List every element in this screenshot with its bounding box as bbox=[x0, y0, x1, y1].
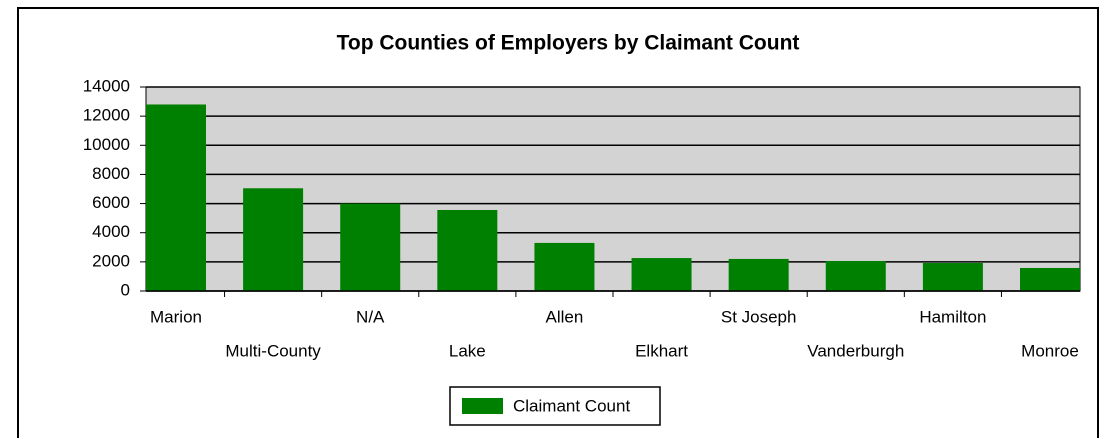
legend-label: Claimant Count bbox=[513, 396, 630, 415]
bar bbox=[534, 242, 595, 291]
bar bbox=[146, 104, 206, 291]
bar bbox=[728, 258, 789, 291]
x-tick-label: N/A bbox=[356, 307, 385, 326]
bar bbox=[631, 258, 692, 291]
bar bbox=[922, 263, 983, 291]
y-tick-label: 6000 bbox=[92, 193, 130, 212]
bar bbox=[340, 203, 401, 291]
bar bbox=[437, 209, 498, 291]
x-tick-label: Elkhart bbox=[635, 341, 688, 360]
legend-swatch bbox=[462, 398, 503, 414]
x-tick-label: Multi-County bbox=[225, 341, 321, 360]
bar bbox=[825, 260, 886, 291]
y-tick-label: 8000 bbox=[92, 164, 130, 183]
x-tick-label: Hamilton bbox=[919, 307, 986, 326]
bar bbox=[1020, 267, 1080, 291]
x-tick-label: St Joseph bbox=[721, 307, 797, 326]
y-tick-label: 10000 bbox=[83, 135, 130, 154]
y-tick-label: 12000 bbox=[83, 106, 130, 125]
x-tick-label: Monroe bbox=[1021, 341, 1079, 360]
y-tick-label: 2000 bbox=[92, 251, 130, 270]
x-tick-label: Marion bbox=[150, 307, 202, 326]
bar bbox=[243, 188, 304, 291]
chart-title: Top Counties of Employers by Claimant Co… bbox=[337, 32, 800, 55]
frame bbox=[17, 7, 1099, 438]
x-tick-label: Allen bbox=[546, 307, 584, 326]
y-tick-label: 14000 bbox=[83, 76, 130, 95]
x-tick-label: Lake bbox=[449, 341, 486, 360]
y-tick-label: 4000 bbox=[92, 222, 130, 241]
x-tick-label: Vanderburgh bbox=[807, 341, 904, 360]
y-tick-label: 0 bbox=[121, 280, 130, 299]
